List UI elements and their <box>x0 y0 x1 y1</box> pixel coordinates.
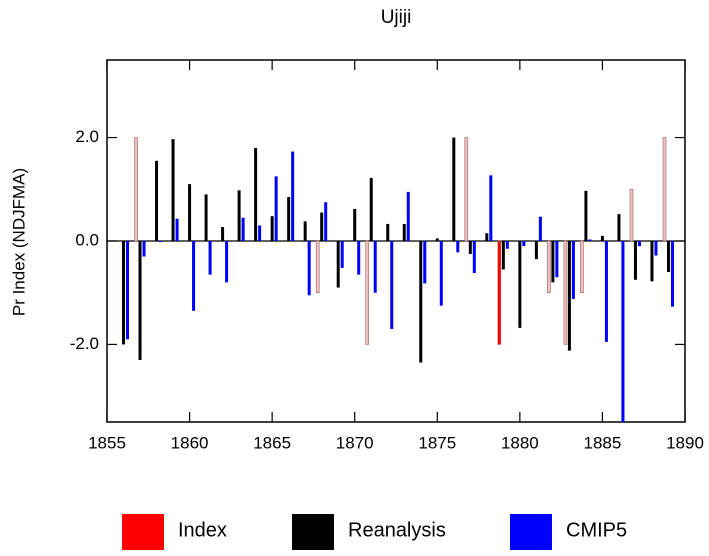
bar <box>192 241 196 311</box>
bar <box>472 241 476 274</box>
bar <box>159 241 163 243</box>
bar <box>468 241 472 254</box>
bar <box>188 184 192 241</box>
bar <box>307 241 311 296</box>
bar <box>456 241 460 253</box>
bar <box>452 137 456 241</box>
bar <box>501 241 505 270</box>
bar <box>518 241 522 328</box>
legend-swatch <box>510 514 552 550</box>
bar <box>274 176 278 241</box>
bar <box>171 139 175 241</box>
bar <box>538 216 542 241</box>
bar <box>604 241 608 342</box>
legend-swatch <box>122 514 164 550</box>
bar <box>324 202 328 241</box>
bar <box>571 241 575 299</box>
bar <box>666 241 670 273</box>
bar <box>386 223 390 241</box>
bar <box>340 241 344 268</box>
bar <box>662 137 667 242</box>
bar <box>134 137 138 242</box>
bar <box>563 240 568 345</box>
bar <box>637 241 641 247</box>
bar <box>365 240 370 345</box>
x-tick-label: 1890 <box>666 433 704 452</box>
bar <box>654 241 658 256</box>
bar <box>534 241 538 260</box>
bar <box>522 241 526 247</box>
x-tick-label: 1860 <box>171 433 209 452</box>
chart-title: Ujiji <box>381 7 412 28</box>
bar <box>225 241 229 283</box>
bar <box>287 197 291 241</box>
bar <box>551 241 555 283</box>
bar <box>142 241 146 257</box>
bar <box>390 241 394 329</box>
x-tick-label: 1870 <box>336 433 374 452</box>
bar <box>567 241 571 351</box>
x-tick-label: 1865 <box>253 433 291 452</box>
bar <box>584 190 588 241</box>
x-tick-label: 1875 <box>418 433 456 452</box>
bar <box>650 241 654 282</box>
bar <box>621 241 625 422</box>
bar <box>485 233 489 241</box>
y-tick-label: 2.0 <box>75 127 99 146</box>
bar <box>254 147 258 241</box>
bar <box>547 240 551 294</box>
legend-label: Index <box>178 519 227 541</box>
bar <box>315 240 320 294</box>
x-tick-label: 1885 <box>584 433 622 452</box>
bar <box>373 241 377 293</box>
x-tick-label: 1880 <box>501 433 539 452</box>
bar <box>497 240 502 345</box>
bar <box>175 218 179 241</box>
bar <box>204 194 208 241</box>
bar <box>241 217 245 241</box>
x-tick-label: 1855 <box>88 433 126 452</box>
bar <box>464 137 469 242</box>
bar <box>291 151 295 241</box>
bar <box>208 241 212 275</box>
bar <box>221 227 225 241</box>
bar <box>138 241 142 360</box>
y-tick-label: 0.0 <box>75 230 99 249</box>
bar <box>303 221 307 241</box>
bar <box>489 175 493 241</box>
bar <box>633 241 637 280</box>
bar <box>423 241 427 284</box>
bar <box>353 208 357 241</box>
bar <box>406 191 410 241</box>
bar <box>670 241 674 307</box>
legend-label: Reanalysis <box>348 519 446 541</box>
y-tick-label: -2.0 <box>70 334 99 353</box>
bar <box>155 160 159 241</box>
legend-swatch <box>292 514 334 550</box>
legend-label: CMIP5 <box>566 519 627 541</box>
bar <box>439 241 443 306</box>
bar <box>122 241 126 345</box>
bar <box>402 223 406 241</box>
bar <box>588 239 592 241</box>
bar <box>258 225 262 241</box>
bar <box>629 188 634 242</box>
bar <box>580 240 584 294</box>
y-axis-label: Pr Index (NDJFMA) <box>9 168 28 316</box>
bar <box>435 238 439 241</box>
bar <box>320 212 324 241</box>
bar <box>600 235 604 241</box>
bar <box>555 241 559 278</box>
bar <box>505 241 509 249</box>
bar <box>357 241 361 275</box>
bar <box>617 214 621 241</box>
bar <box>369 177 373 241</box>
bar <box>126 241 130 340</box>
bar <box>336 241 340 288</box>
bar <box>419 241 423 363</box>
bar <box>237 190 241 241</box>
bar <box>270 216 274 241</box>
